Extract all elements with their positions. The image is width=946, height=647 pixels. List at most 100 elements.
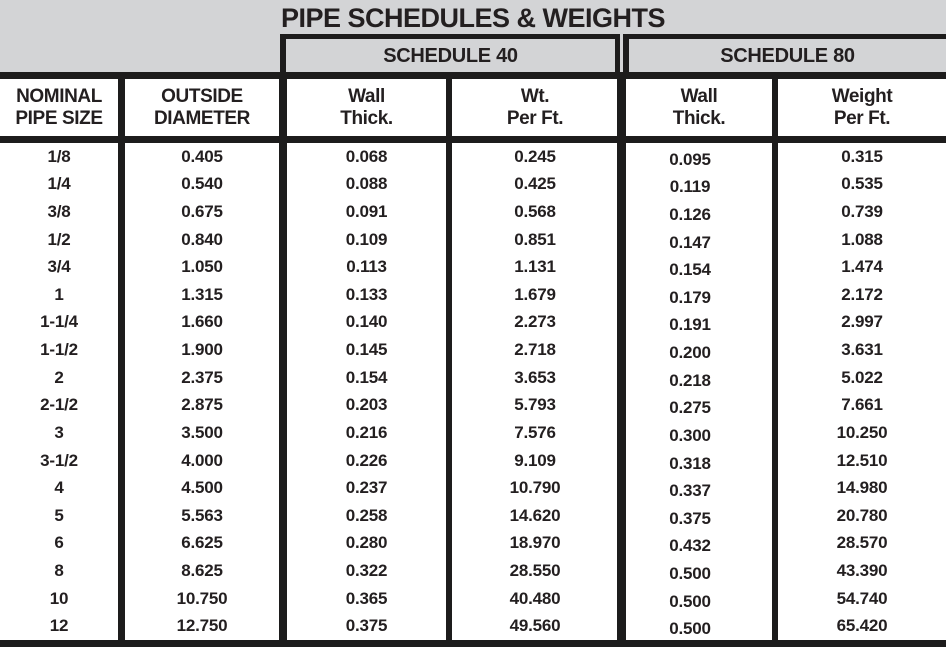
- cell-sched40-wt-per-ft: 0.568: [514, 202, 556, 222]
- cell-sched80-wall-thick: 0.300: [669, 425, 711, 445]
- cell-outside-diameter: 10.750: [176, 588, 228, 608]
- cell-sched80-weight-per-ft: 0.739: [841, 202, 883, 222]
- schedule80-group-header: SCHEDULE 80: [623, 34, 946, 73]
- table-row: 4 4.500 0.237 10.790 0.337 14.980: [0, 474, 946, 502]
- cell-sched40-wall-thick: 0.068: [345, 146, 388, 166]
- cell-sched40-wt-per-ft: 49.560: [509, 616, 561, 636]
- cell-sched80-wall-thick: 0.191: [669, 315, 711, 335]
- cell-sched80-wall-thick: 0.337: [669, 481, 711, 501]
- cell-outside-diameter: 4.000: [181, 450, 223, 470]
- table-row: 1 1.315 0.133 1.679 0.179 2.172: [0, 281, 946, 309]
- cell-sched80-wall-thick: 0.218: [669, 370, 711, 390]
- cell-outside-diameter: 6.625: [181, 533, 223, 553]
- header-line: Per Ft.: [506, 107, 564, 129]
- cell-sched80-weight-per-ft: 12.510: [836, 450, 888, 470]
- header-sched40-wt-per-ft: Wt. Per Ft.: [452, 79, 618, 136]
- cell-sched80-wall-thick: 0.126: [669, 205, 711, 225]
- table-row: 1-1/4 1.660 0.140 2.273 0.191 2.997: [0, 309, 946, 337]
- cell-sched40-wall-thick: 0.109: [345, 229, 388, 249]
- cell-sched80-weight-per-ft: 14.980: [836, 478, 888, 498]
- cell-sched80-wall-thick: 0.375: [669, 508, 711, 528]
- header-line: OUTSIDE: [161, 86, 243, 108]
- cell-outside-diameter: 0.405: [181, 146, 223, 166]
- cell-sched80-weight-per-ft: 65.420: [836, 616, 888, 636]
- table-row: 1/2 0.840 0.109 0.851 0.147 1.088: [0, 226, 946, 254]
- cell-sched40-wt-per-ft: 18.970: [509, 533, 561, 553]
- cell-sched40-wt-per-ft: 10.790: [509, 478, 561, 498]
- header-line: Thick.: [340, 107, 393, 129]
- cell-nominal-pipe-size: 8: [54, 560, 64, 580]
- cell-sched40-wt-per-ft: 2.718: [514, 340, 556, 360]
- cell-sched80-wall-thick: 0.179: [669, 287, 711, 307]
- header-outside-diameter: OUTSIDE DIAMETER: [125, 79, 279, 136]
- table-row: 3/8 0.675 0.091 0.568 0.126 0.739: [0, 198, 946, 226]
- vertical-divider: [617, 79, 626, 640]
- vertical-divider: [446, 79, 452, 640]
- page-title: PIPE SCHEDULES & WEIGHTS: [280, 2, 666, 33]
- header-line: PIPE SIZE: [15, 107, 103, 129]
- table-row: 10 10.750 0.365 40.480 0.500 54.740: [0, 585, 946, 613]
- schedule40-group-header: SCHEDULE 40: [280, 34, 620, 73]
- cell-outside-diameter: 12.750: [176, 616, 228, 636]
- cell-nominal-pipe-size: 1/8: [47, 146, 71, 166]
- table-row: 1-1/2 1.900 0.145 2.718 0.200 3.631: [0, 336, 946, 364]
- cell-nominal-pipe-size: 3: [54, 422, 64, 442]
- cell-outside-diameter: 1.315: [181, 284, 223, 304]
- cell-sched80-wall-thick: 0.154: [669, 260, 711, 280]
- cell-nominal-pipe-size: 3/4: [47, 257, 71, 277]
- cell-sched80-wall-thick: 0.500: [669, 591, 711, 611]
- table-row: 12 12.750 0.375 49.560 0.500 65.420: [0, 612, 946, 640]
- cell-sched80-wall-thick: 0.200: [669, 343, 711, 363]
- cell-sched80-wall-thick: 0.500: [669, 619, 711, 639]
- cell-outside-diameter: 5.563: [181, 505, 223, 525]
- cell-sched40-wall-thick: 0.091: [345, 202, 388, 222]
- cell-nominal-pipe-size: 1-1/2: [40, 340, 78, 360]
- vertical-divider: [118, 79, 125, 640]
- cell-outside-diameter: 1.660: [181, 312, 223, 332]
- cell-sched40-wall-thick: 0.113: [346, 257, 387, 277]
- cell-sched40-wt-per-ft: 14.620: [509, 505, 561, 525]
- header-line: Thick.: [672, 107, 726, 129]
- cell-sched40-wall-thick: 0.203: [345, 395, 388, 415]
- table-row: 3 3.500 0.216 7.576 0.300 10.250: [0, 419, 946, 447]
- cell-sched80-weight-per-ft: 0.315: [841, 146, 883, 166]
- cell-sched80-weight-per-ft: 43.390: [836, 560, 888, 580]
- table-row: 8 8.625 0.322 28.550 0.500 43.390: [0, 557, 946, 585]
- cell-nominal-pipe-size: 10: [49, 588, 69, 608]
- cell-sched80-weight-per-ft: 1.474: [841, 257, 883, 277]
- cell-nominal-pipe-size: 2-1/2: [40, 395, 78, 415]
- cell-sched40-wt-per-ft: 0.245: [514, 146, 556, 166]
- cell-outside-diameter: 0.540: [181, 174, 223, 194]
- cell-sched80-weight-per-ft: 0.535: [841, 174, 883, 194]
- cell-nominal-pipe-size: 1-1/4: [40, 312, 78, 332]
- cell-sched80-weight-per-ft: 1.088: [841, 229, 883, 249]
- cell-sched40-wt-per-ft: 0.425: [514, 174, 556, 194]
- cell-sched80-weight-per-ft: 28.570: [836, 533, 888, 553]
- cell-sched40-wall-thick: 0.237: [345, 478, 388, 498]
- cell-sched40-wt-per-ft: 3.653: [514, 367, 556, 387]
- cell-nominal-pipe-size: 4: [54, 478, 64, 498]
- cell-sched40-wall-thick: 0.133: [345, 284, 388, 304]
- cell-sched80-weight-per-ft: 7.661: [841, 395, 883, 415]
- schedule80-label: SCHEDULE 80: [720, 44, 855, 67]
- cell-nominal-pipe-size: 2: [54, 367, 64, 387]
- cell-sched40-wt-per-ft: 28.550: [509, 560, 561, 580]
- cell-sched80-wall-thick: 0.318: [669, 453, 711, 473]
- header-sched40-wall-thick: Wall Thick.: [287, 79, 446, 136]
- cell-sched80-weight-per-ft: 3.631: [841, 340, 883, 360]
- cell-sched40-wt-per-ft: 2.273: [514, 312, 556, 332]
- cell-sched40-wt-per-ft: 7.576: [514, 422, 556, 442]
- horizontal-divider: [0, 136, 946, 143]
- cell-nominal-pipe-size: 3-1/2: [40, 450, 78, 470]
- cell-outside-diameter: 0.840: [181, 229, 223, 249]
- vertical-divider: [772, 79, 778, 640]
- cell-sched80-weight-per-ft: 2.997: [841, 312, 883, 332]
- horizontal-divider: [0, 72, 946, 79]
- cell-sched40-wall-thick: 0.365: [345, 588, 388, 608]
- cell-sched80-wall-thick: 0.500: [669, 563, 711, 583]
- cell-sched80-wall-thick: 0.119: [669, 177, 711, 197]
- cell-outside-diameter: 1.900: [181, 340, 223, 360]
- cell-outside-diameter: 4.500: [181, 478, 223, 498]
- table-row: 1/8 0.405 0.068 0.245 0.095 0.315: [0, 143, 946, 171]
- table-row: 2 2.375 0.154 3.653 0.218 5.022: [0, 364, 946, 392]
